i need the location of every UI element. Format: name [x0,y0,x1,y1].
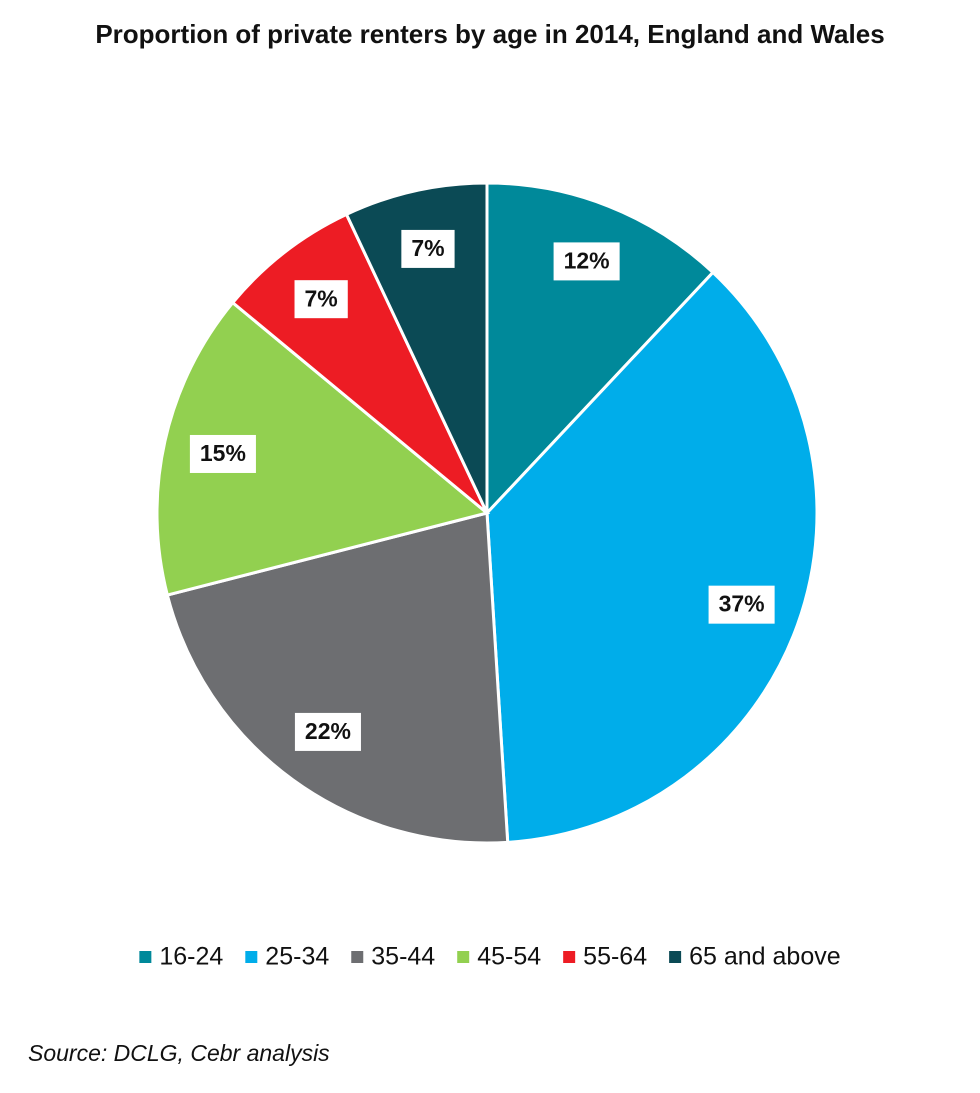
data-label: 15% [200,440,246,466]
pie-slice [165,511,510,845]
data-label-box [189,434,256,473]
legend-label: 25-34 [265,943,329,971]
data-label-box [294,712,361,751]
legend-swatch [245,951,258,963]
data-label-box [553,242,620,281]
legend: 16-24 25-34 35-44 45-54 55-64 65 and above [139,943,841,971]
data-label: 22% [305,718,351,744]
data-label-box [294,280,348,319]
legend-label: 65 and above [689,943,841,971]
legend-label: 55-64 [583,943,647,971]
legend-swatch [139,951,152,963]
data-label: 7% [411,235,444,261]
data-label-box [401,229,455,268]
legend-label: 16-24 [159,943,223,971]
data-label: 12% [564,247,610,273]
source-note: Source: DCLG, Cebr analysis [28,1040,330,1066]
pie-slice [485,270,819,844]
legend-swatch [563,951,576,963]
pie-slice [485,181,716,517]
chart-title: Proportion of private renters by age in … [95,19,884,49]
legend-swatch [669,951,682,963]
data-label: 37% [719,591,765,617]
legend-swatch [457,951,470,963]
pie-slice [155,300,491,597]
legend-swatch [351,951,364,963]
data-label: 7% [305,285,338,311]
legend-label: 35-44 [371,943,435,971]
legend-label: 45-54 [477,943,541,971]
data-label-box [708,585,775,624]
